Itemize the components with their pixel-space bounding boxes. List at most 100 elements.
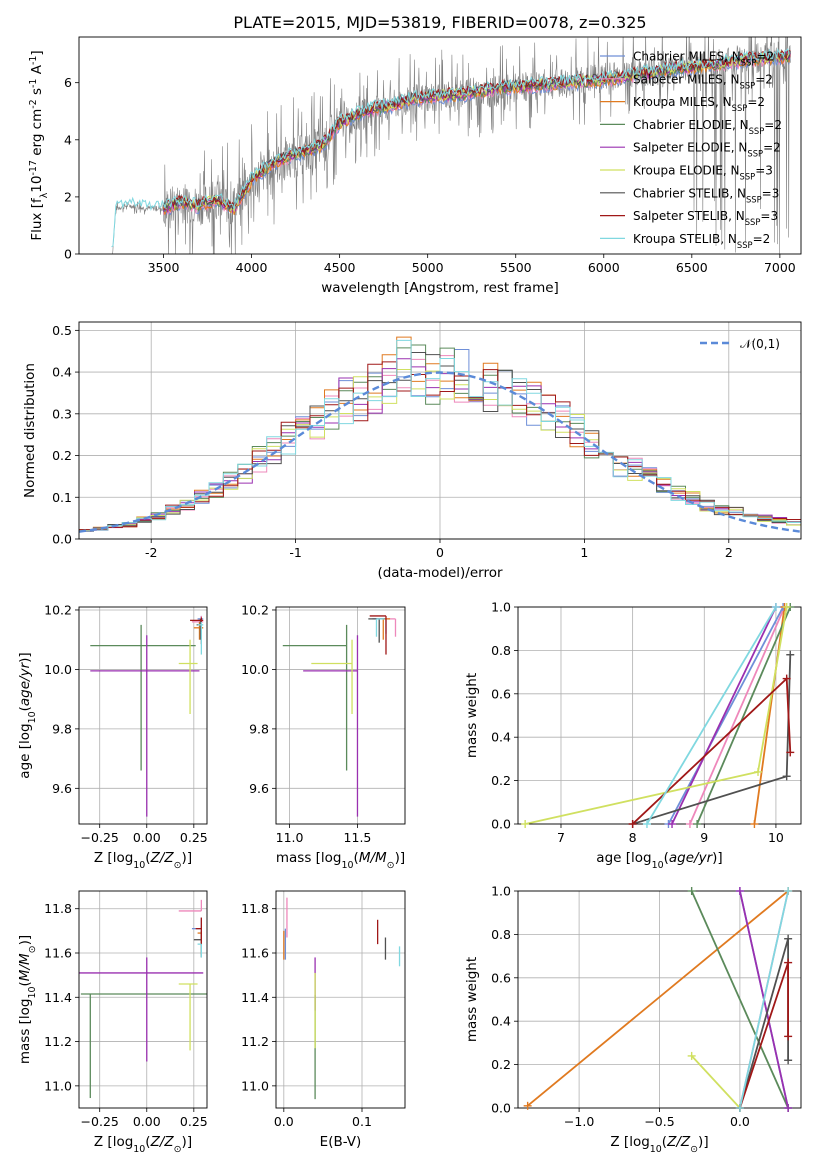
axes-frame: [275, 606, 406, 825]
axes-frame: [78, 36, 802, 255]
x-tick-label: 4500: [324, 260, 356, 275]
y-tick-label: 2: [64, 189, 72, 204]
mass-weight-marker: [693, 820, 702, 828]
y-tick-label: 0.4: [491, 1014, 511, 1029]
x-axis-label: Z [log10(Z/Z⊙)]: [610, 1134, 708, 1155]
mass-weight-marker: [784, 887, 793, 895]
x-tick-label: -2: [145, 545, 157, 560]
mass-weight-marker: [750, 820, 759, 828]
axes-frame: [78, 890, 208, 1109]
mass-weight-marker: [784, 958, 793, 967]
y-tick-label: 0.3: [52, 406, 72, 421]
axes-frame: [517, 606, 802, 825]
x-tick-label: 0.0: [274, 1114, 294, 1129]
x-axis-label: wavelength [Angstrom, rest frame]: [321, 280, 559, 296]
plot-area-age-vs-Z: [90, 615, 204, 817]
x-tick-label: 5000: [412, 260, 444, 275]
x-tick-label: -1: [289, 545, 301, 560]
x-tick-label: 0.00: [133, 1114, 161, 1129]
mass-weight-marker: [687, 1051, 696, 1060]
legend-label: 𝒩(0,1): [740, 337, 780, 351]
y-tick-label: 10.2: [241, 602, 269, 617]
figure-title: PLATE=2015, MJD=53819, FIBERID=0078, z=0…: [233, 13, 646, 32]
legend-label: Salpeter STELIB, NSSP=3: [633, 209, 778, 227]
mass-weight-marker: [784, 1056, 793, 1065]
y-tick-label: 6: [64, 75, 72, 90]
x-tick-label: 10: [768, 830, 784, 845]
legend-label: Chabrier STELIB, NSSP=3: [633, 186, 779, 204]
y-axis-label: mass weight: [464, 673, 480, 758]
x-tick-label: 9: [700, 830, 708, 845]
y-tick-label: 10.0: [44, 662, 72, 677]
mass-weight-marker: [771, 603, 780, 611]
mass-weight-marker: [784, 1104, 793, 1112]
legend-label: Salpeter ELODIE, NSSP=2: [633, 141, 781, 159]
axes-age-vs-Z: −0.25 0.00 0.25 9.6 9.8 10.0 10.2 Z [log10(Z/Z⊙…: [17, 602, 208, 870]
y-tick-label: 10.2: [44, 602, 72, 617]
x-tick-label: 0.1: [352, 1114, 372, 1129]
y-tick-label: 9.6: [52, 781, 72, 796]
y-tick-label: 11.2: [44, 1034, 72, 1049]
y-tick-label: 0.8: [491, 643, 511, 658]
x-tick-label: 11.5: [344, 830, 372, 845]
y-axis-label: age [log10(age/yr)]: [17, 652, 38, 778]
mass-weight-marker: [642, 820, 651, 828]
mass-weight-marker: [784, 934, 793, 943]
grid-mass-vs-Z: [79, 891, 207, 1108]
mass-weight-marker: [735, 887, 744, 895]
plot-area-spectrum: [111, 37, 791, 254]
y-tick-label: 9.6: [249, 781, 269, 796]
mass-weight-marker: [784, 1032, 793, 1041]
mass-weight-marker: [782, 674, 791, 683]
x-tick-label: 6000: [588, 260, 620, 275]
error-bar-point: [90, 624, 196, 771]
x-axis-label: Z [log10(Z/Z⊙)]: [94, 850, 192, 871]
mass-weight-marker: [685, 820, 694, 828]
error-bar-point: [90, 635, 200, 817]
y-tick-label: 0.2: [491, 1057, 511, 1072]
legend-label: Chabrier ELODIE, NSSP=2: [633, 118, 782, 136]
y-tick-label: 11.2: [241, 1034, 269, 1049]
x-tick-label: 8: [629, 830, 637, 845]
mass-weight-line: [690, 891, 789, 1108]
axes-age-vs-mass: 11.0 11.5 9.6 9.8 10.0 10.2 mass [log10(M/M⊙)]: [241, 602, 406, 871]
grid-mass-vs-ebv: [276, 891, 405, 1108]
axes-frame: [517, 890, 802, 1109]
y-tick-label: 0.6: [491, 686, 511, 701]
x-tick-label: 0: [436, 545, 444, 560]
y-tick-label: 0.4: [52, 365, 72, 380]
mass-weight-marker: [687, 887, 696, 895]
axes-mass-weight-vs-age: 7 8 9 10 0.0 0.2 0.4 0.6 0.8 1.0 age [log10(age/yr…: [464, 600, 802, 871]
mass-weight-line: [739, 891, 789, 1108]
mass-weight-line: [691, 1055, 741, 1108]
histogram-series: [79, 339, 801, 539]
x-tick-label: −0.5: [644, 1114, 674, 1129]
y-tick-label: 10.0: [241, 662, 269, 677]
error-bar-point: [178, 983, 198, 1051]
x-axis-label: mass [log10(M/M⊙)]: [276, 850, 405, 871]
spectrum-legend: Chabrier MILES, NSSP=2 Salpeter MILES, NS…: [600, 50, 782, 250]
mass-weight-marker: [754, 767, 763, 776]
y-tick-label: 0.2: [52, 448, 72, 463]
plot-area-mass-vs-ebv: [283, 897, 401, 1100]
error-bar-point: [311, 639, 353, 715]
histogram-legend: 𝒩(0,1): [700, 337, 780, 351]
axes-mass-vs-ebv: 0.0 0.1 11.0 11.2 11.4 11.6 11.8 E(B-V): [241, 890, 406, 1150]
mass-weight-line: [753, 607, 786, 824]
mass-weight-marker: [782, 603, 791, 611]
error-bar-point: [197, 621, 204, 655]
x-tick-label: 7000: [764, 260, 796, 275]
y-tick-label: 0.0: [52, 532, 72, 547]
axes-frame: [78, 606, 208, 825]
y-tick-label: 0.6: [491, 970, 511, 985]
y-tick-label: 4: [64, 132, 72, 147]
y-tick-label: 11.0: [44, 1078, 72, 1093]
y-tick-label: 11.6: [241, 946, 269, 961]
y-axis-label: mass weight: [464, 957, 480, 1042]
mass-weight-line: [527, 891, 789, 1107]
error-bar-point: [282, 624, 348, 771]
plot-area-mass-vs-Z: [79, 899, 207, 1099]
y-tick-label: 0.2: [491, 773, 511, 788]
axes-mass-weight-vs-Z: −1.0 −0.5 0.0 0.0 0.2 0.4 0.6 0.8 1.0 Z [log10(Z/…: [464, 884, 802, 1155]
x-tick-label: 0.0: [730, 1114, 750, 1129]
